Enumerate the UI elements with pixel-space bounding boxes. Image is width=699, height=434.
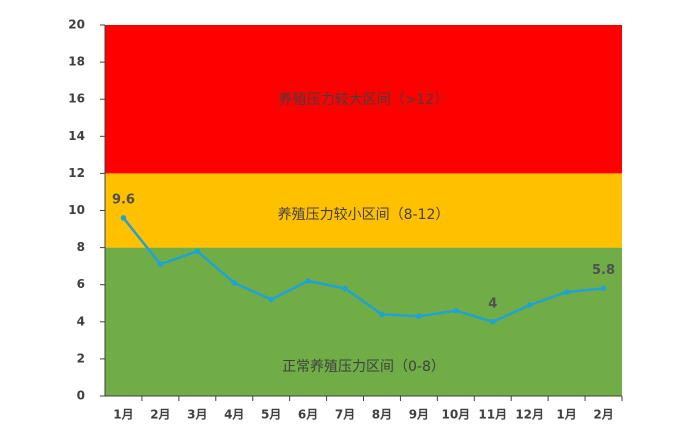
point (563, 289, 570, 295)
band-label: 养殖压力较大区间（>12） (279, 91, 449, 108)
point (416, 313, 422, 320)
point (268, 296, 274, 303)
x-tick-label: 3月 (187, 408, 207, 422)
y-tick-label: 18 (68, 55, 85, 69)
y-tick-label: 0 (77, 389, 85, 403)
y-tick-label: 6 (77, 277, 85, 291)
band-label: 养殖压力较小区间（8-12） (278, 206, 450, 223)
point (305, 278, 311, 284)
x-tick-label: 10月 (441, 408, 470, 422)
x-tick-label: 8月 (372, 408, 392, 422)
y-tick-label: 8 (77, 240, 85, 254)
band (105, 247, 622, 396)
x-tick-label: 4月 (224, 408, 244, 422)
band (105, 25, 622, 174)
x-tick-label: 1月 (113, 408, 133, 422)
x-tick-label: 2月 (150, 408, 170, 422)
point (157, 261, 164, 268)
point (120, 215, 127, 221)
band (105, 173, 622, 248)
y-tick-label: 20 (68, 18, 85, 32)
x-tick-label: 7月 (335, 408, 355, 422)
point (526, 302, 533, 308)
line (122, 217, 604, 324)
y-tick-label: 16 (68, 92, 85, 106)
point (600, 285, 607, 292)
y-tick-label: 14 (68, 129, 85, 143)
y-tick-label: 2 (77, 351, 85, 365)
value-label: 5.8 (592, 263, 615, 278)
point (453, 307, 459, 314)
x-tick-label: 12月 (515, 408, 544, 422)
x-tick-label: 2月 (593, 408, 613, 422)
y-tick-label: 4 (77, 314, 85, 328)
point (342, 285, 348, 292)
y-tick-label: 12 (68, 166, 85, 180)
x-tick-label: 6月 (298, 408, 318, 422)
y-tick-label: 10 (68, 203, 85, 217)
point (379, 311, 385, 318)
value-label: 4 (488, 296, 497, 311)
point (231, 280, 238, 286)
point (194, 248, 201, 255)
band-label: 正常养殖压力区间（0-8） (282, 358, 445, 375)
point (489, 319, 496, 325)
x-tick-label: 1月 (556, 408, 576, 422)
value-label: 9.6 (112, 192, 135, 207)
x-tick-label: 11月 (478, 408, 507, 422)
x-tick-label: 9月 (409, 408, 429, 422)
x-tick-label: 5月 (261, 408, 281, 422)
